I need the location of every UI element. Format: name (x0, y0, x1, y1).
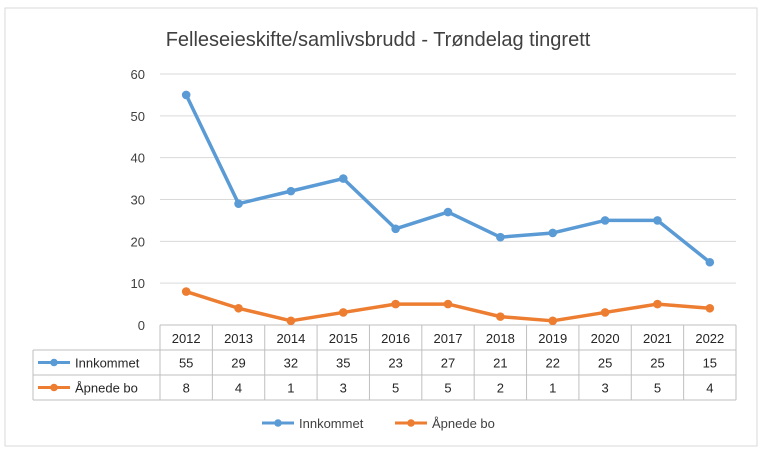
category-label: 2015 (329, 331, 358, 346)
table-cell-value: 25 (650, 356, 664, 371)
data-point (548, 228, 558, 238)
data-point (653, 299, 662, 309)
data-point (600, 308, 610, 317)
data-point (234, 303, 243, 313)
y-tick-label: 10 (131, 276, 145, 291)
data-point (496, 312, 505, 321)
data-point (705, 257, 715, 267)
data-point (286, 186, 296, 196)
table-cell-value: 5 (444, 381, 451, 396)
y-tick-label: 20 (131, 234, 145, 249)
category-label: 2013 (224, 331, 253, 346)
table-cell-value: 23 (388, 356, 402, 371)
data-point (443, 299, 453, 309)
category-label: 2014 (276, 331, 305, 346)
category-label: 2018 (486, 331, 515, 346)
table-cell-value: 1 (287, 381, 294, 396)
data-point (391, 224, 400, 234)
y-tick-label: 60 (131, 67, 145, 82)
table-cell-value: 32 (284, 356, 298, 371)
legend: Innkommet Åpnede bo (262, 416, 495, 431)
data-point (391, 299, 400, 309)
data-point (181, 90, 191, 100)
data-point (286, 316, 296, 326)
table-cell-value: 5 (654, 381, 661, 396)
table-cell-value: 4 (235, 381, 242, 396)
category-label: 2020 (591, 331, 620, 346)
table-cell-value: 27 (441, 356, 455, 371)
data-point (234, 199, 243, 208)
table-cell-value: 22 (545, 356, 559, 371)
table-legend-key-marker (50, 383, 58, 392)
y-axis: 0 10 20 30 40 50 60 (131, 67, 145, 333)
legend-entry-label: Innkommet (299, 416, 364, 431)
y-tick-label: 30 (131, 193, 145, 208)
category-label: 2012 (172, 331, 201, 346)
legend-key-marker (407, 419, 415, 427)
y-tick-label: 40 (131, 151, 145, 166)
data-point (338, 308, 348, 317)
category-label: 2017 (434, 331, 463, 346)
chart-title: Felleseieskifte/samlivsbrudd - Trøndelag… (166, 29, 591, 51)
category-label: 2016 (381, 331, 410, 346)
series-group (181, 90, 715, 326)
table-cell-value: 1 (549, 381, 556, 396)
category-label: 2022 (695, 331, 724, 346)
data-point (496, 232, 505, 242)
table-cell-value: 55 (179, 356, 193, 371)
table-cell-value: 3 (601, 381, 608, 396)
table-cell-value: 2 (497, 381, 504, 396)
y-tick-label: 0 (138, 318, 145, 333)
data-point (181, 287, 191, 296)
table-cell-value: 25 (598, 356, 612, 371)
series-row-label: Innkommet (75, 356, 140, 371)
table-cell-value: 4 (706, 381, 713, 396)
table-cell-value: 21 (493, 356, 507, 371)
data-point (653, 216, 662, 225)
data-point (548, 316, 558, 326)
legend-entry-label: Åpnede bo (432, 416, 495, 431)
table-cell-value: 8 (183, 381, 190, 396)
legend-key-marker (274, 419, 282, 427)
data-table: 2012 2013 2014 2015 2016 2017 2018 2019 2020 2021… (32, 324, 737, 401)
data-point (338, 174, 348, 183)
category-label: 2021 (643, 331, 672, 346)
table-legend-key-marker (50, 358, 58, 367)
y-tick-label: 50 (131, 109, 145, 124)
data-point (443, 207, 453, 217)
table-cell-value: 5 (392, 381, 399, 396)
data-point (600, 216, 610, 225)
table-cell-value: 15 (703, 356, 717, 371)
data-point (705, 303, 715, 313)
category-label: 2019 (538, 331, 567, 346)
series-row-label: Åpnede bo (75, 381, 138, 396)
table-cell-value: 35 (336, 356, 350, 371)
table-cell-value: 3 (340, 381, 347, 396)
table-cell-value: 29 (231, 356, 245, 371)
